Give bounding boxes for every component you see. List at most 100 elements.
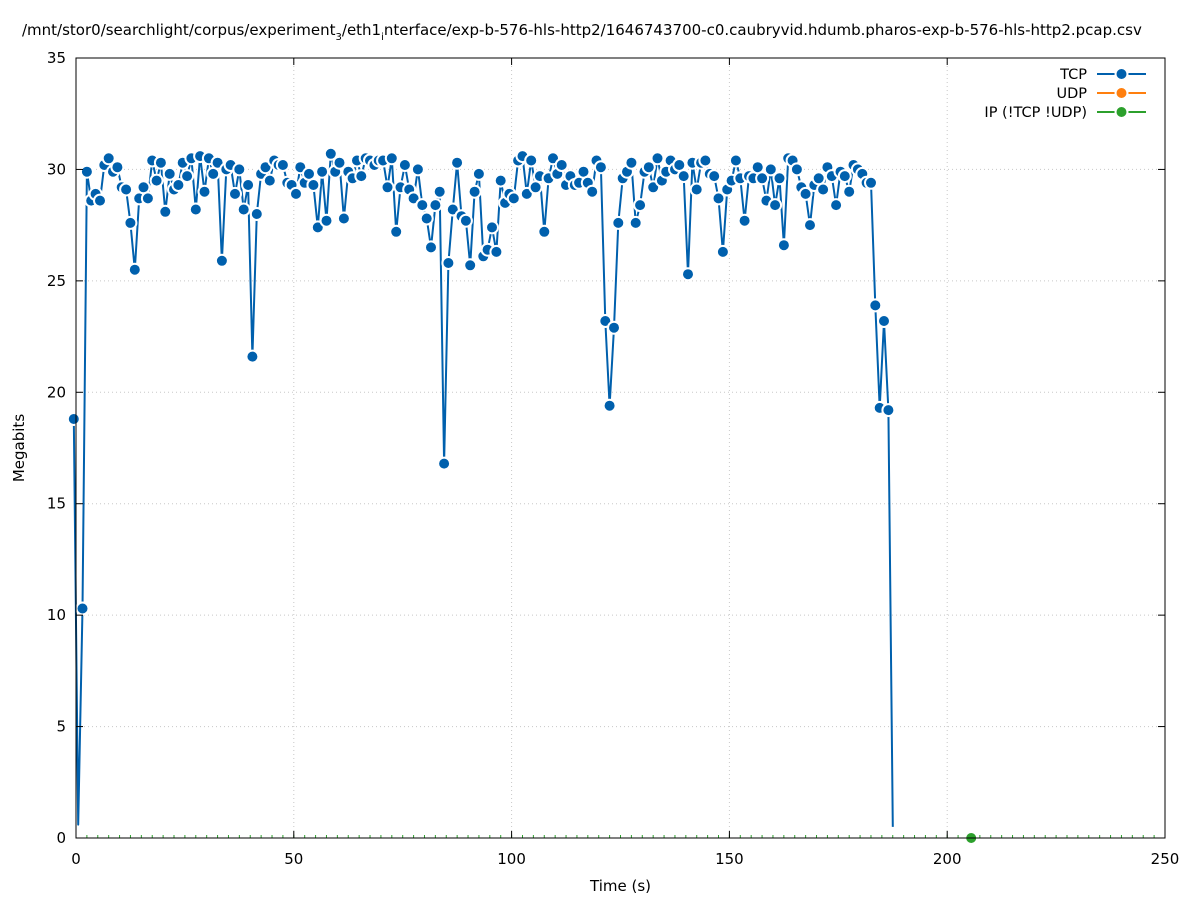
data-point: [323, 146, 338, 161]
data-point: [127, 262, 142, 277]
data-point: [628, 215, 643, 230]
data-point: [633, 198, 648, 213]
data-point: [336, 211, 351, 226]
data-point: [763, 162, 778, 177]
data-point: [153, 155, 168, 170]
data-point: [641, 160, 656, 175]
y-tick-label: 10: [47, 606, 66, 624]
data-point: [214, 253, 229, 268]
data-point: [354, 169, 369, 184]
data-point: [319, 213, 334, 228]
data-point: [306, 178, 321, 192]
data-point: [768, 198, 783, 213]
x-tick-label: 0: [71, 850, 81, 868]
y-tick-label: 15: [47, 495, 66, 513]
chart-title: /mnt/stor0/searchlight/corpus/experiment…: [22, 21, 1142, 43]
legend-marker: [1114, 67, 1129, 81]
data-point: [384, 151, 399, 166]
data-point: [380, 180, 395, 195]
data-point: [245, 349, 260, 364]
data-point: [789, 162, 804, 177]
data-point: [471, 166, 486, 181]
data-point: [93, 193, 107, 208]
title-part-3: nterface/exp-b-576-hls-http2/1646743700-…: [384, 21, 1142, 39]
title-part-1: /mnt/stor0/searchlight/corpus/experiment: [22, 21, 336, 39]
title-part-2: /eth1: [342, 21, 381, 39]
data-point: [315, 164, 330, 179]
data-point: [585, 184, 600, 199]
data-point: [506, 191, 521, 206]
data-point: [798, 186, 813, 201]
y-tick-label: 20: [47, 383, 66, 401]
y-tick-label: 25: [47, 272, 66, 290]
data-point: [275, 158, 290, 172]
data-point: [467, 184, 482, 199]
data-point: [149, 173, 164, 188]
data-point: [232, 162, 247, 177]
data-point: [458, 213, 473, 228]
data-point: [837, 169, 852, 184]
data-point: [437, 456, 452, 471]
data-point: [715, 244, 730, 259]
data-point: [868, 298, 883, 313]
data-point: [236, 202, 251, 217]
data-point: [249, 207, 264, 221]
data-point: [419, 211, 434, 226]
data-point: [676, 169, 691, 184]
y-tick-label: 0: [56, 829, 66, 847]
data-point: [681, 267, 695, 282]
data-point: [711, 191, 726, 206]
legend: TCP UDP IP (!TCP !UDP): [984, 67, 1146, 121]
data-point: [881, 403, 896, 418]
data-point: [441, 256, 456, 270]
y-tick-label: 35: [47, 49, 66, 67]
legend-marker: [1114, 105, 1129, 119]
data-point: [119, 182, 134, 197]
legend-label: UDP: [1056, 86, 1087, 102]
data-point: [524, 153, 539, 168]
data-point: [493, 173, 508, 188]
data-point: [593, 160, 608, 175]
data-point: [528, 180, 543, 195]
data-point: [424, 240, 438, 255]
data-point: [864, 175, 878, 190]
legend-marker: [1114, 86, 1129, 100]
data-point: [755, 171, 770, 186]
data-point: [811, 171, 826, 186]
data-point: [624, 155, 639, 170]
data-point: [803, 218, 817, 233]
data-point: [101, 151, 116, 166]
data-point: [162, 166, 177, 181]
data-point: [602, 398, 617, 413]
data-point: [410, 162, 425, 177]
data-point: [537, 224, 552, 239]
x-tick-label: 100: [497, 850, 526, 868]
data-point: [877, 314, 891, 328]
y-axis-label: Megabits: [10, 414, 28, 482]
data-point: [463, 258, 478, 273]
plot-border: [75, 57, 1166, 839]
data-point: [332, 155, 347, 170]
data-point: [485, 220, 499, 235]
axis-ticks: 0 50 100 150 200 250 0 5 10 15 20 25 30 35: [47, 49, 1179, 868]
x-tick-label: 150: [715, 850, 744, 868]
series-layer: [66, 146, 979, 845]
data-point: [450, 155, 465, 170]
x-tick-label: 250: [1151, 850, 1180, 868]
x-tick-label: 50: [284, 850, 303, 868]
data-point: [698, 153, 713, 168]
data-point: [689, 182, 704, 197]
data-point: [772, 171, 787, 186]
data-point: [123, 215, 138, 230]
title-subscript-2: i: [381, 32, 384, 43]
data-point: [140, 191, 155, 206]
data-point: [611, 215, 626, 230]
data-point: [197, 184, 212, 199]
legend-label: TCP: [1059, 67, 1087, 83]
data-point: [728, 153, 743, 168]
y-tick-label: 5: [56, 718, 66, 736]
data-point: [489, 244, 504, 259]
data-point: [842, 184, 857, 199]
data-point: [180, 169, 195, 184]
data-point: [829, 198, 844, 213]
